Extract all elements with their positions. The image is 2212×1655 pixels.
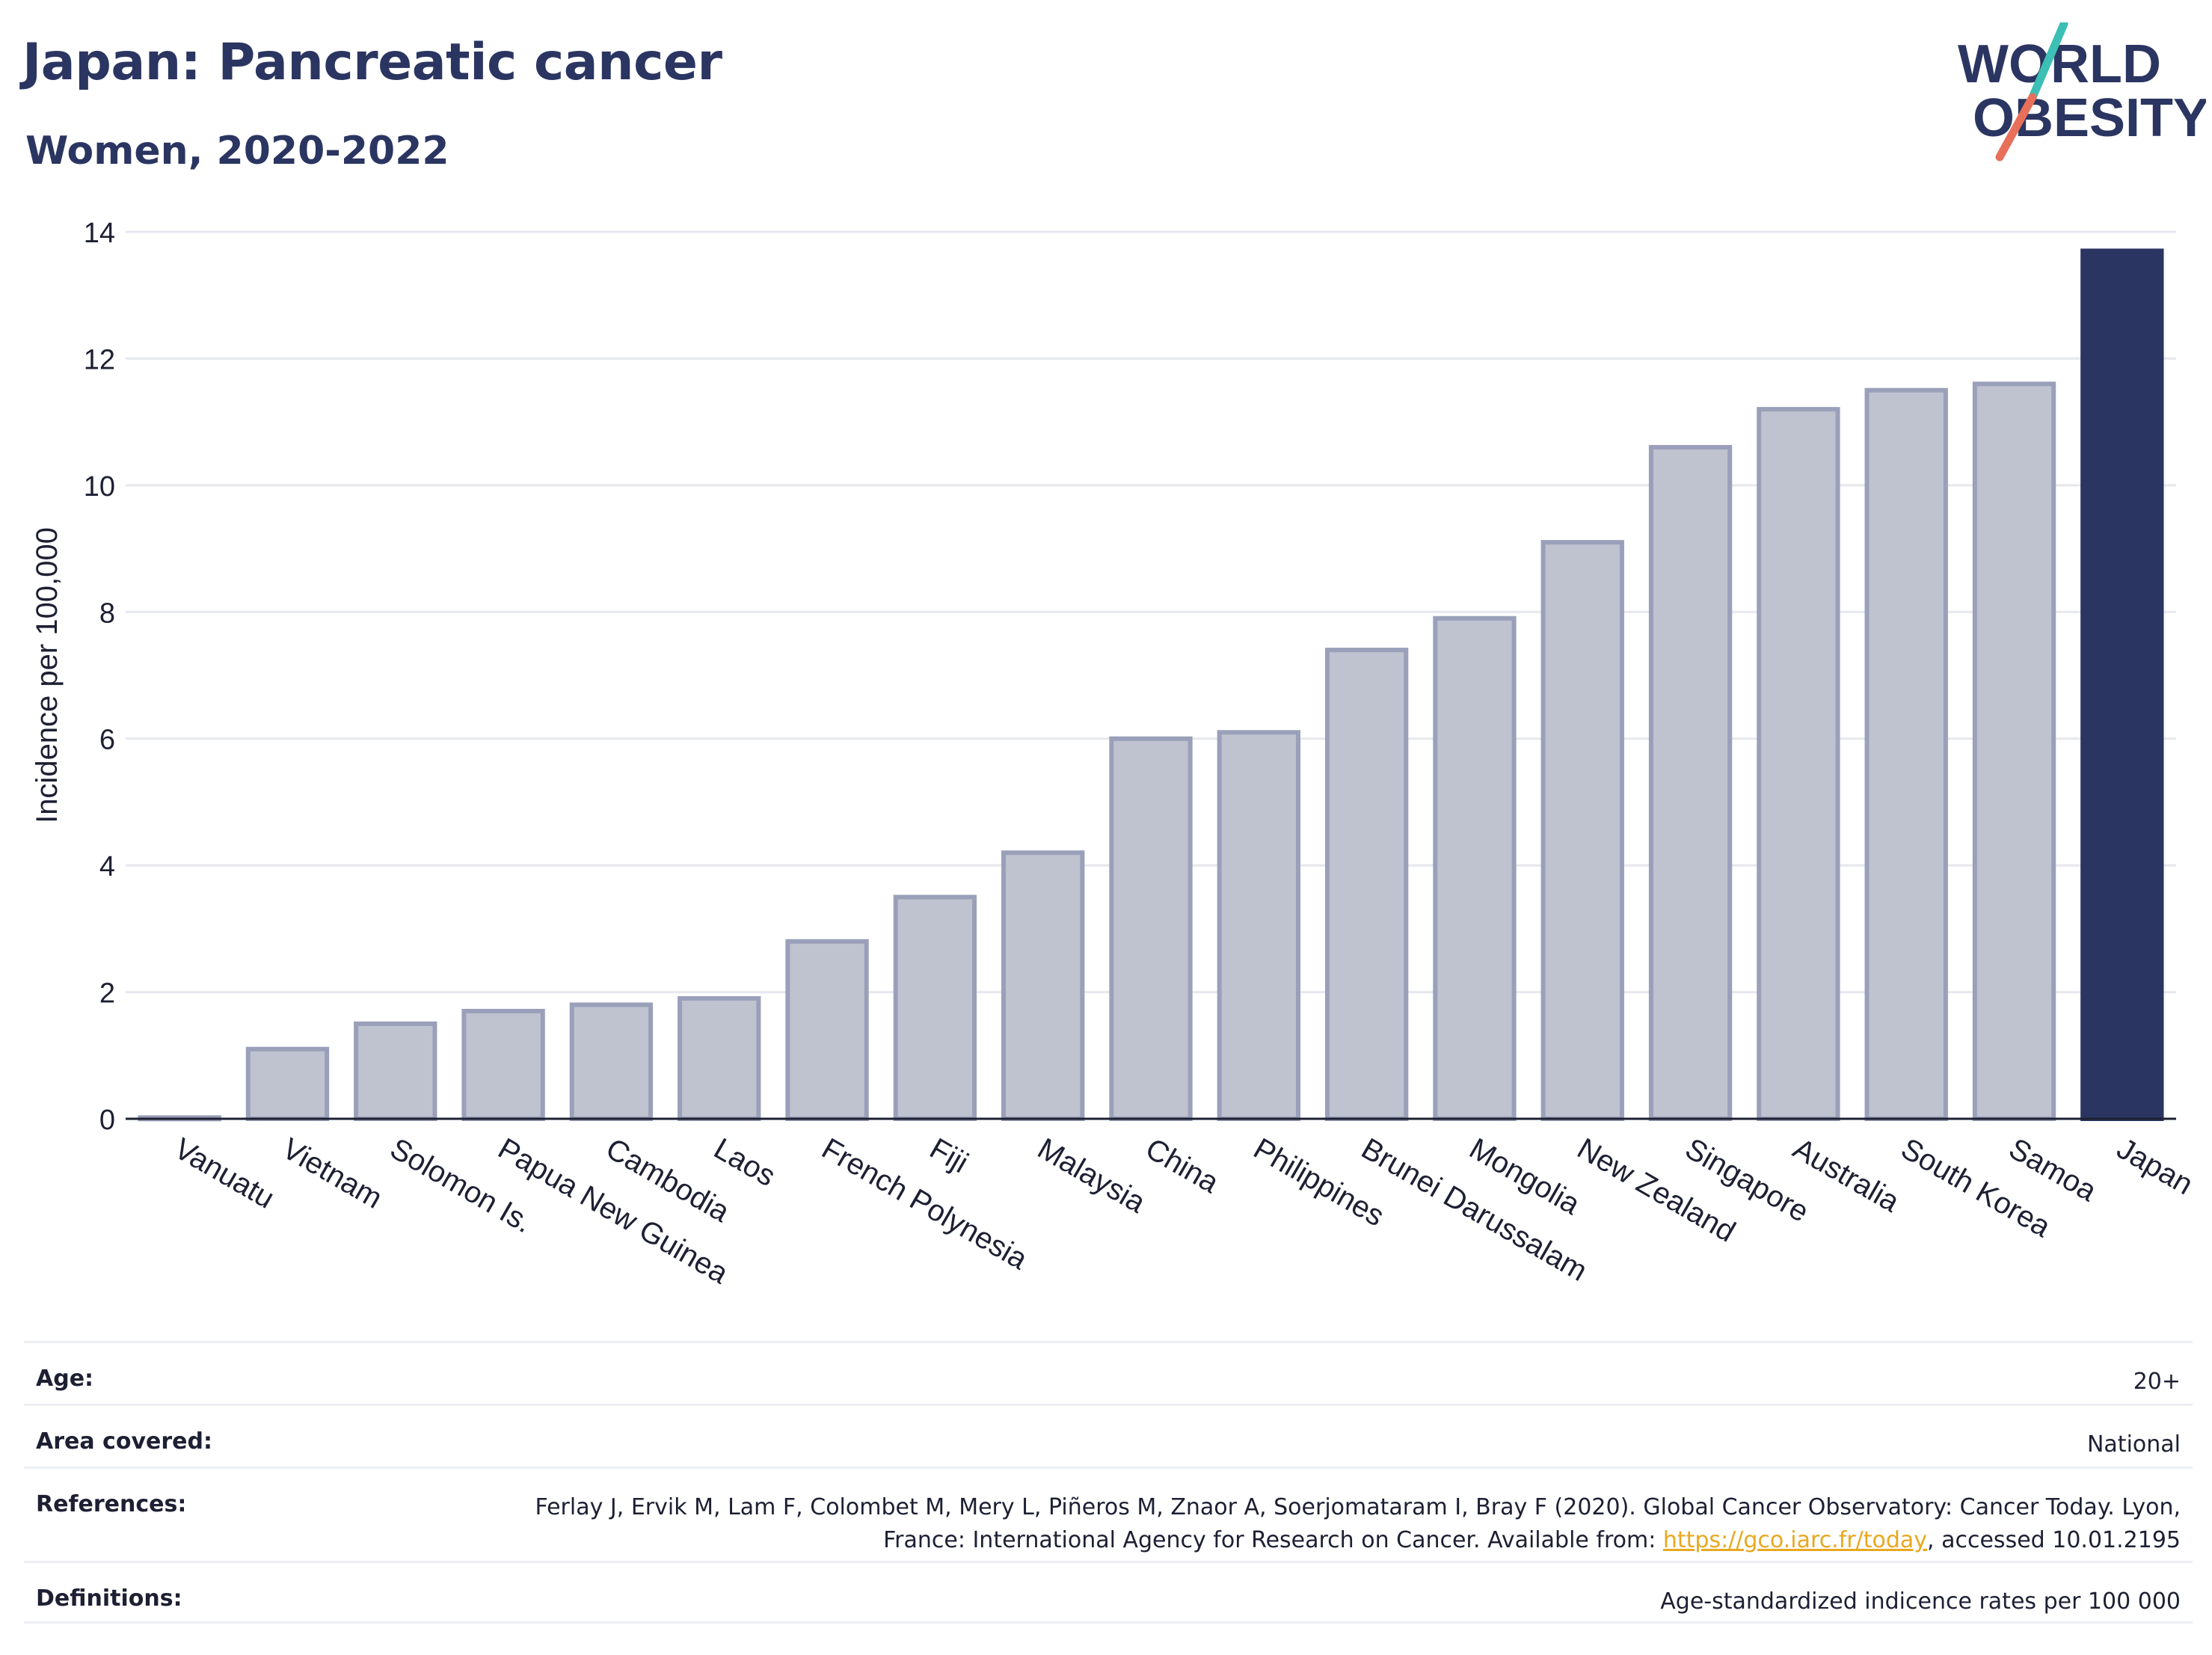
x-tick-label: French Polynesia xyxy=(817,1132,1033,1277)
definitions-label: Definitions: xyxy=(36,1585,182,1612)
references-value: Ferlay J, Ervik M, Lam F, Colombet M, Me… xyxy=(476,1491,2181,1557)
bar-laos xyxy=(678,996,761,1121)
logo-slash-coral xyxy=(1995,93,2037,162)
x-tick-label: Vietnam xyxy=(277,1132,387,1215)
meta-row-references: References: Ferlay J, Ervik M, Lam F, Co… xyxy=(24,1467,2193,1561)
world-obesity-logo: WORLD OBESITY xyxy=(1958,22,2206,162)
bar-singapore xyxy=(1648,445,1733,1121)
x-tick-label: Malaysia xyxy=(1032,1132,1151,1220)
meta-row-area: Area covered: National xyxy=(24,1404,2193,1467)
definitions-value: Age-standardized indicence rates per 100… xyxy=(1660,1588,2181,1615)
bar-philippines xyxy=(1217,730,1300,1121)
x-tick-label: Fiji xyxy=(924,1132,974,1180)
y-tick-label: 8 xyxy=(99,598,115,629)
age-value: 20+ xyxy=(2133,1369,2181,1395)
bar-mongolia xyxy=(1433,615,1517,1121)
y-tick-label: 14 xyxy=(84,218,115,249)
references-text-1: Ferlay J, Ervik M, Lam F, Colombet M, Me… xyxy=(535,1494,2181,1553)
y-tick-label: 6 xyxy=(99,725,115,756)
y-tick-labels: 0 2 4 6 8 10 12 14 xyxy=(84,218,115,1136)
y-tick-label: 12 xyxy=(84,344,115,375)
chart-title: Japan: Pancreatic cancer xyxy=(22,33,722,92)
x-tick-label: Vanuatu xyxy=(169,1132,280,1215)
bar-new-zealand xyxy=(1540,540,1624,1121)
metadata-table: Age: 20+ Area covered: National Referenc… xyxy=(24,1341,2193,1624)
bar-cambodia xyxy=(569,1002,654,1121)
bars xyxy=(138,248,2164,1122)
bar-malaysia xyxy=(1001,850,1085,1121)
bar-vietnam xyxy=(245,1046,330,1122)
y-tick-label: 2 xyxy=(99,978,115,1010)
y-tick-label: 10 xyxy=(84,471,115,503)
meta-row-definitions: Definitions: Age-standardized indicence … xyxy=(24,1561,2193,1624)
meta-row-age: Age: 20+ xyxy=(24,1341,2193,1404)
y-tick-label: 4 xyxy=(99,851,115,882)
y-tick-label: 0 xyxy=(99,1105,115,1136)
bar-fiji xyxy=(893,894,977,1121)
chart-subtitle: Women, 2020-2022 xyxy=(25,129,449,174)
bar-solomon-is xyxy=(354,1021,437,1122)
bar-south-korea xyxy=(1864,387,1948,1121)
bar-australia xyxy=(1757,407,1840,1121)
bar-papua-new-guinea xyxy=(461,1008,545,1121)
bar-french-polynesia xyxy=(785,939,869,1122)
bar-japan xyxy=(2080,248,2164,1121)
logo-slash-teal xyxy=(2028,22,2068,102)
x-tick-label: Laos xyxy=(708,1132,781,1193)
bar-samoa xyxy=(1972,381,2056,1121)
area-value: National xyxy=(2086,1431,2181,1458)
area-label: Area covered: xyxy=(36,1428,212,1455)
age-label: Age: xyxy=(36,1366,94,1392)
bar-brunei-darussalam xyxy=(1324,648,1409,1121)
x-tick-label: China xyxy=(1140,1132,1225,1200)
references-text-2: , accessed 10.01.2195 xyxy=(1927,1527,2181,1553)
references-label: References: xyxy=(36,1491,187,1517)
references-link[interactable]: https://gco.iarc.fr/today xyxy=(1662,1527,1928,1553)
y-axis-label: Incidence per 100,000 xyxy=(31,527,64,823)
bar-china xyxy=(1109,736,1193,1121)
x-tick-label: Japan xyxy=(2111,1132,2198,1202)
